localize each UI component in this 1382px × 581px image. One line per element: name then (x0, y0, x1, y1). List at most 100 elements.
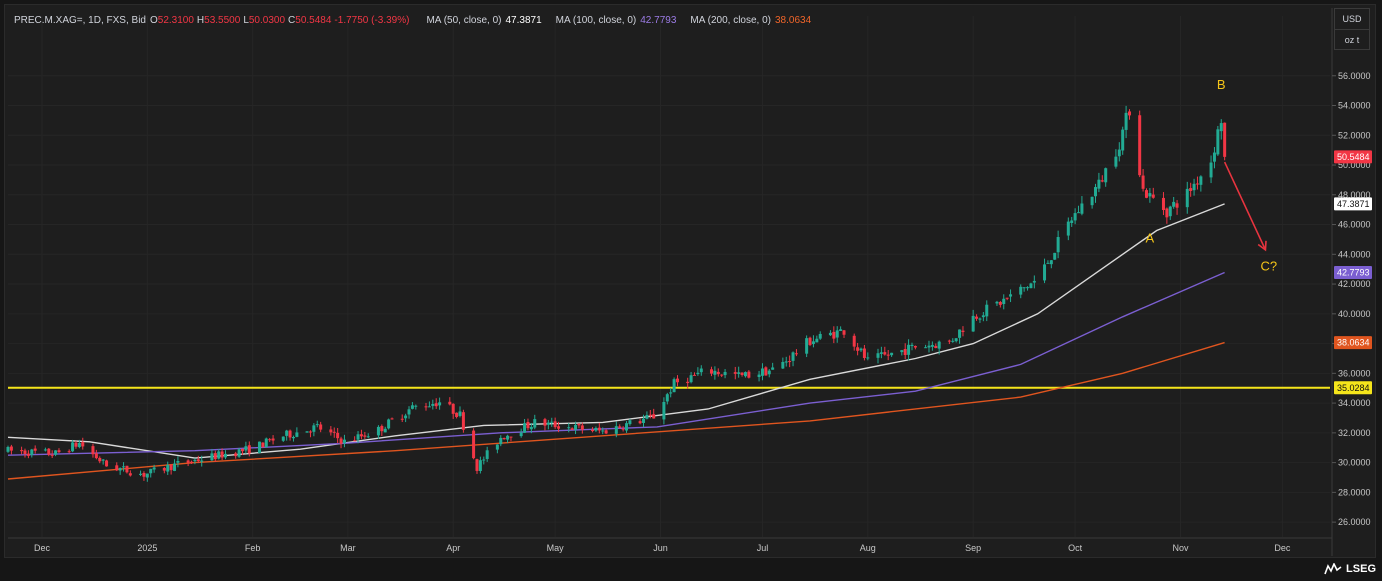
candle-body (648, 414, 652, 416)
candle-body (529, 426, 533, 430)
candle-body (356, 434, 360, 440)
high-value: 53.5500 (204, 14, 241, 26)
candle-body (1124, 112, 1128, 130)
x-tick-label: Dec (34, 543, 51, 553)
candle-body (625, 423, 629, 431)
candle-body (407, 409, 411, 415)
candle-body (400, 418, 404, 420)
candle-body (461, 412, 465, 430)
ma50-price-tag-label: 47.3871 (1337, 199, 1370, 209)
candle-body (1056, 237, 1060, 253)
candle-body (502, 437, 506, 440)
candle-body (879, 352, 883, 354)
candle-body (839, 329, 843, 332)
candle-body (740, 372, 744, 375)
candle-body (1094, 187, 1098, 197)
candle-body (692, 374, 696, 376)
x-tick-label: Dec (1274, 543, 1291, 553)
y-axis[interactable]: 26.0000 28.0000 30.0000 32.0000 34.0000 36.00… (1331, 8, 1372, 556)
candle-body (1114, 156, 1118, 167)
candle-body (934, 345, 938, 349)
candle-body (224, 453, 228, 458)
candle-body (597, 427, 601, 431)
close-key: C (288, 14, 296, 26)
candle-body (478, 460, 482, 472)
ma100-price-tag (1334, 265, 1372, 279)
candle-body (862, 348, 866, 358)
candle-body (811, 341, 815, 345)
candle-body (142, 472, 146, 477)
open-key: O (149, 14, 158, 26)
candle-body (332, 431, 336, 433)
candle-body (947, 340, 951, 342)
candle-body (937, 341, 941, 349)
candle-body (669, 392, 673, 394)
currency-unit[interactable]: USD (1335, 9, 1369, 30)
open-value: 52.3100 (157, 14, 194, 26)
ma50-label[interactable]: MA (50, close, 0) (426, 14, 502, 26)
candle-body (264, 438, 268, 448)
candle-body (961, 330, 965, 333)
y-tick-label: 42.0000 (1338, 279, 1371, 289)
candle-body (1127, 111, 1131, 116)
candle-body (26, 453, 30, 456)
candle-body (1168, 206, 1172, 217)
candle-body (312, 425, 316, 432)
candle-body (387, 419, 391, 429)
candle-body (152, 467, 156, 470)
candle-body (971, 315, 975, 332)
candle-body (427, 406, 431, 408)
candle-body (628, 420, 632, 425)
candle-body (200, 460, 204, 462)
currency-selector[interactable]: USD oz t (1334, 8, 1370, 50)
candle-body (764, 367, 768, 376)
ma200-line (7, 341, 1225, 480)
candle-body (125, 465, 129, 473)
candle-body (791, 352, 795, 361)
ma50-price-tag (1334, 197, 1372, 211)
candle-body (689, 375, 693, 383)
candle-body (162, 467, 166, 471)
candle-body (33, 448, 37, 451)
ma100-label[interactable]: MA (100, close, 0) (555, 14, 637, 26)
candle-body (23, 450, 27, 455)
y-tick-label: 56.0000 (1338, 71, 1371, 81)
candle-body (359, 434, 363, 437)
candle-body (771, 367, 775, 370)
candle-body (383, 428, 387, 433)
y-tick-label: 36.0000 (1338, 368, 1371, 378)
candle-body (794, 353, 798, 355)
candle-body (380, 426, 384, 432)
close-price-tag-label: 50.5484 (1337, 152, 1370, 162)
candle-body (927, 345, 931, 348)
ma200-price-tag (1334, 336, 1372, 350)
symbol-label[interactable]: PREC.M.XAG=, 1D, FXS, Bid (14, 14, 146, 26)
candle-body (308, 431, 312, 433)
candle-body (737, 372, 741, 374)
candle-body (567, 427, 571, 429)
candle-body (546, 422, 550, 425)
candle-body (363, 435, 367, 437)
currency-subunit[interactable]: oz t (1344, 35, 1360, 45)
y-tick-label: 26.0000 (1338, 517, 1371, 527)
candle-body (342, 439, 346, 444)
candle-body (1172, 201, 1176, 207)
candle-body (47, 448, 51, 455)
candle-body (662, 401, 666, 420)
ma50-value: 47.3871 (505, 14, 542, 26)
candle-body (431, 403, 435, 406)
y-tick-label: 44.0000 (1338, 249, 1371, 259)
candle-body (1026, 287, 1030, 289)
candle-body (366, 436, 370, 438)
candle-body (767, 370, 771, 375)
projection-arrow-head (1257, 240, 1267, 252)
x-axis[interactable]: Dec 2025 Feb Mar Apr May Jun Jul Aug Sep Oct Nov Dec (8, 537, 1332, 553)
y-tick-label: 48.0000 (1338, 190, 1371, 200)
candle-body (788, 361, 792, 363)
x-tick-label: May (547, 543, 565, 553)
candle-body (652, 414, 656, 419)
ma200-label[interactable]: MA (200, close, 0) (690, 14, 771, 26)
candle-body (665, 394, 669, 402)
candle-body (808, 337, 812, 345)
